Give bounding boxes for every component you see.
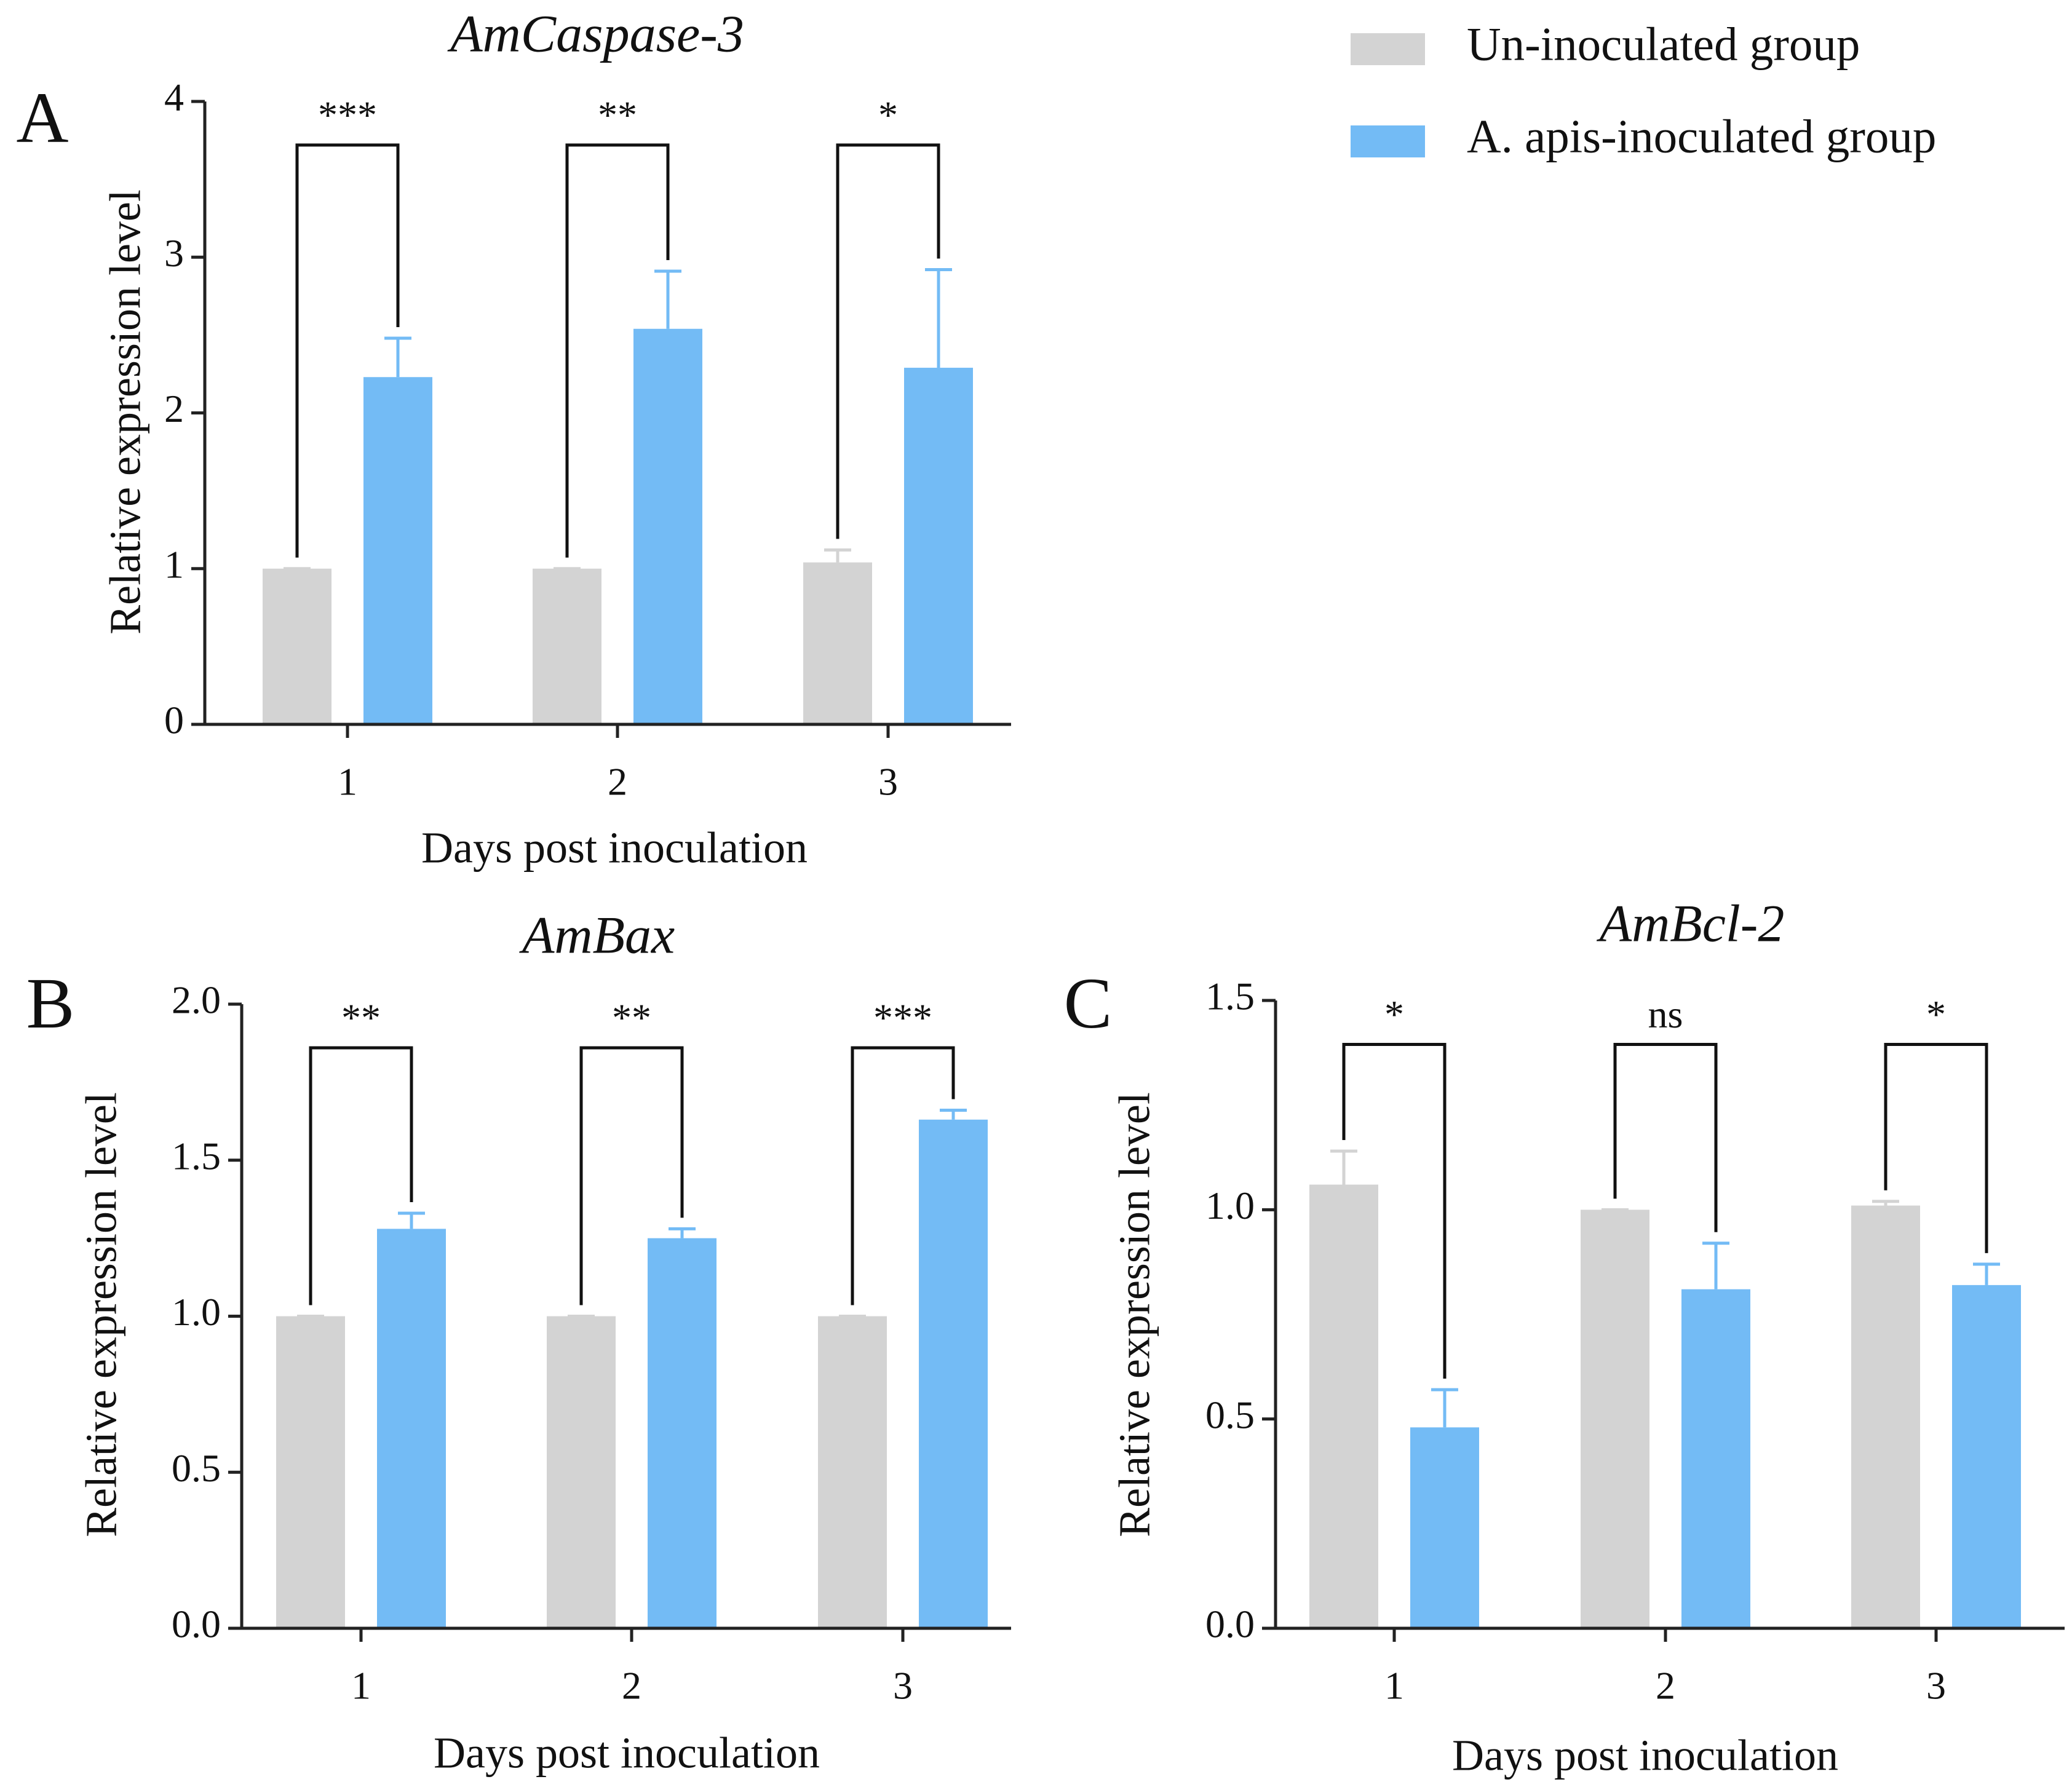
significance-bracket [309, 1046, 413, 1305]
panel-label: B [26, 963, 75, 1044]
significance-label: * [1384, 992, 1404, 1036]
significance-label: *** [873, 996, 932, 1040]
x-tick-label: 3 [878, 760, 898, 804]
y-tick-label: 1.5 [172, 1134, 221, 1178]
bar [1309, 1184, 1378, 1628]
x-tick-label: 2 [622, 1664, 641, 1708]
chart-title: AmCaspase-3 [447, 4, 744, 63]
y-tick-label: 4 [164, 76, 184, 119]
y-tick-label: 1.0 [172, 1290, 221, 1334]
significance-bracket [1613, 1042, 1718, 1232]
bar [1681, 1289, 1750, 1628]
y-tick-label: 3 [164, 231, 184, 275]
significance-bracket [579, 1046, 684, 1305]
y-tick-label: 1 [164, 542, 184, 586]
x-tick-label: 2 [1656, 1664, 1675, 1708]
x-tick-label: 1 [1384, 1664, 1404, 1708]
significance-bracket [851, 1046, 955, 1305]
bar [803, 562, 872, 724]
error-bar [925, 268, 952, 368]
bar [1581, 1210, 1649, 1628]
bar [276, 1316, 345, 1628]
x-tick-label: 3 [893, 1664, 913, 1708]
y-tick-label: 0.0 [172, 1602, 221, 1646]
bar [904, 368, 973, 724]
legend-swatch [1351, 125, 1425, 157]
significance-label: * [1926, 992, 1946, 1036]
error-bar [1702, 1242, 1729, 1289]
bar [648, 1238, 716, 1628]
bar [1410, 1427, 1479, 1628]
legend-label: Un-inoculated group [1467, 18, 1860, 71]
bar [633, 328, 702, 724]
bar [377, 1229, 446, 1628]
error-bar [1431, 1388, 1458, 1428]
y-tick-label: 0 [164, 699, 184, 742]
x-axis-label: Days post inoculation [434, 1729, 820, 1778]
significance-bracket [295, 143, 400, 558]
significance-bracket [1342, 1042, 1447, 1379]
panel-label: C [1064, 963, 1113, 1044]
x-axis-label: Days post inoculation [421, 823, 808, 873]
error-bar [384, 336, 411, 378]
legend-label: A. apis-inoculated group [1467, 110, 1936, 163]
panel-label: A [16, 77, 68, 158]
x-tick-label: 2 [608, 760, 627, 804]
bar [533, 568, 601, 724]
bar [1952, 1285, 2021, 1628]
error-bar [654, 269, 681, 329]
y-axis-label: Relative expression level [101, 189, 150, 635]
error-bar [824, 548, 851, 563]
chart-title: AmBax [519, 906, 675, 965]
bar [363, 377, 432, 724]
significance-bracket [1884, 1042, 1988, 1253]
significance-label: * [878, 93, 898, 137]
y-axis-label: Relative expression level [1110, 1092, 1159, 1537]
error-bar [398, 1211, 425, 1229]
error-bar [669, 1227, 696, 1238]
significance-label: ** [598, 93, 637, 137]
significance-label: ** [341, 996, 381, 1040]
significance-label: ns [1648, 992, 1683, 1036]
chart-title: AmBcl-2 [1597, 894, 1785, 953]
error-bar [1330, 1149, 1357, 1185]
x-tick-label: 1 [338, 760, 357, 804]
bar [1851, 1205, 1920, 1628]
error-bar [1973, 1262, 2000, 1285]
y-tick-label: 0.0 [1205, 1602, 1255, 1646]
x-tick-label: 1 [351, 1664, 371, 1708]
error-bar [1872, 1200, 1899, 1206]
y-tick-label: 1.5 [1205, 975, 1255, 1018]
error-bar [940, 1109, 967, 1120]
x-tick-label: 3 [1926, 1664, 1946, 1708]
significance-label: ** [612, 996, 651, 1040]
bar [919, 1119, 988, 1628]
bar [547, 1316, 616, 1628]
y-tick-label: 1.0 [1205, 1184, 1255, 1227]
y-tick-label: 0.5 [172, 1446, 221, 1490]
y-tick-label: 2.0 [172, 978, 221, 1022]
x-axis-label: Days post inoculation [1452, 1731, 1838, 1780]
significance-bracket [836, 143, 940, 539]
y-tick-label: 2 [164, 387, 184, 430]
significance-label: *** [318, 93, 377, 137]
significance-bracket [565, 143, 670, 558]
legend-swatch [1351, 33, 1425, 65]
bar [263, 568, 331, 724]
y-axis-label: Relative expression level [77, 1092, 126, 1537]
y-tick-label: 0.5 [1205, 1393, 1255, 1436]
bar [818, 1316, 887, 1628]
